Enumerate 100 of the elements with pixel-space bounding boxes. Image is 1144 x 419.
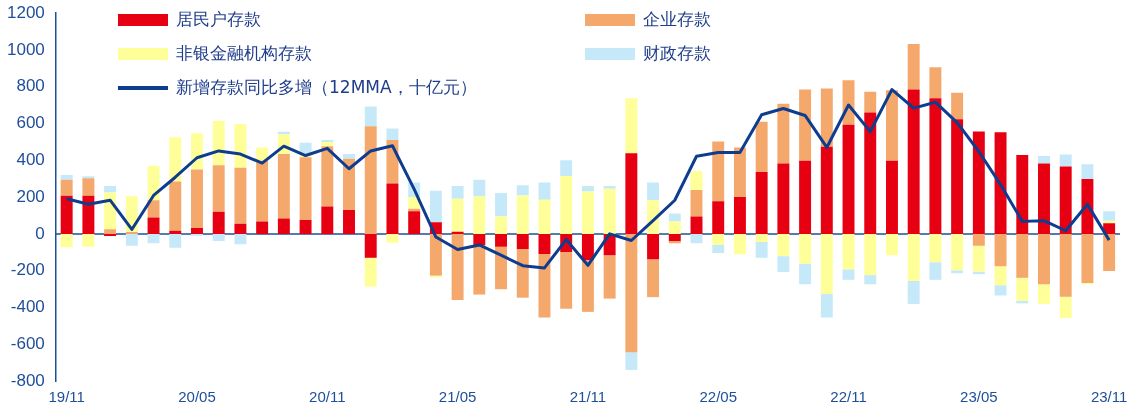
- bar: [929, 98, 942, 234]
- bar: [212, 233, 225, 242]
- bar: [603, 186, 616, 189]
- bar: [343, 154, 355, 159]
- legend-label: 居民户存款: [176, 8, 261, 31]
- x-tick-label: 21/11: [569, 388, 607, 406]
- bar: [1081, 178, 1094, 234]
- legend-label: 非银金融机构存款: [176, 42, 312, 65]
- bar: [799, 160, 812, 234]
- bar: [60, 179, 73, 196]
- y-tick-label: 200: [16, 186, 45, 206]
- bar: [1038, 155, 1050, 164]
- y-tick-label: -600: [10, 333, 45, 353]
- bar: [451, 198, 464, 232]
- bar: [1059, 233, 1072, 297]
- x-tick-label: 23/11: [1090, 388, 1128, 406]
- bar: [82, 233, 95, 247]
- bar: [60, 233, 73, 248]
- y-tick-label: -200: [10, 260, 45, 280]
- bar: [104, 229, 117, 234]
- bar: [1059, 296, 1072, 319]
- bar: [777, 256, 790, 272]
- bar: [1081, 164, 1094, 179]
- bar: [820, 146, 833, 234]
- x-tick-label: 22/05: [699, 388, 737, 406]
- bar: [147, 200, 160, 218]
- bar: [560, 175, 573, 234]
- bar: [907, 89, 920, 234]
- bar: [234, 223, 247, 234]
- bar: [647, 259, 660, 298]
- bar: [994, 233, 1007, 267]
- bar: [733, 233, 746, 255]
- bar: [820, 293, 833, 318]
- bar: [495, 233, 508, 247]
- bar: [603, 188, 616, 234]
- bar: [516, 248, 529, 298]
- bar: [321, 139, 334, 143]
- bar: [386, 233, 399, 243]
- bar: [733, 197, 746, 234]
- bar: [364, 257, 377, 287]
- bar: [994, 132, 1007, 234]
- bar: [625, 352, 638, 370]
- bar: [907, 280, 920, 304]
- bar: [169, 230, 182, 234]
- bar: [777, 233, 790, 257]
- bar: [386, 183, 399, 234]
- bar: [799, 263, 812, 285]
- bar: [951, 92, 964, 120]
- bar: [885, 160, 898, 234]
- bar: [169, 233, 182, 248]
- bar: [234, 167, 247, 224]
- bar: [712, 244, 725, 254]
- bar: [777, 103, 790, 164]
- bar: [581, 259, 594, 312]
- bar: [429, 190, 442, 223]
- bar: [885, 233, 898, 256]
- bar: [842, 269, 855, 280]
- bar: [321, 146, 334, 207]
- bar: [277, 218, 290, 234]
- y-tick-label: 1200: [6, 2, 45, 22]
- bar: [1038, 284, 1050, 304]
- bar: [647, 233, 660, 260]
- bar: [799, 89, 812, 161]
- bar: [668, 233, 681, 242]
- bar: [125, 233, 138, 246]
- x-tick-label: 23/05: [960, 388, 998, 406]
- bar: [1016, 154, 1029, 234]
- bar: [581, 191, 594, 234]
- bar: [516, 185, 529, 196]
- bar: [755, 121, 768, 172]
- bar: [169, 181, 182, 231]
- bar: [777, 163, 790, 234]
- x-tick-label: 20/11: [309, 388, 346, 406]
- bar: [191, 228, 203, 234]
- bar: [191, 133, 203, 170]
- bar: [1081, 233, 1094, 283]
- bar: [386, 128, 399, 140]
- bar: [60, 175, 73, 180]
- x-tick-label: 22/11: [830, 388, 867, 406]
- bar: [625, 98, 638, 154]
- bar: [994, 285, 1007, 296]
- bar: [907, 233, 920, 281]
- bar: [885, 90, 898, 161]
- bar: [212, 165, 225, 212]
- bar: [169, 137, 182, 182]
- bar: [104, 233, 117, 237]
- bar: [1038, 163, 1050, 234]
- bar: [581, 233, 594, 260]
- bar: [82, 176, 95, 179]
- bar: [408, 211, 421, 234]
- bar: [364, 126, 377, 234]
- bar: [755, 233, 768, 242]
- bar: [104, 186, 117, 193]
- bar: [277, 154, 290, 219]
- bar: [299, 157, 312, 221]
- bar: [712, 233, 725, 245]
- bar: [972, 131, 985, 234]
- bar: [603, 255, 616, 299]
- bar: [191, 169, 203, 228]
- bar: [581, 186, 594, 192]
